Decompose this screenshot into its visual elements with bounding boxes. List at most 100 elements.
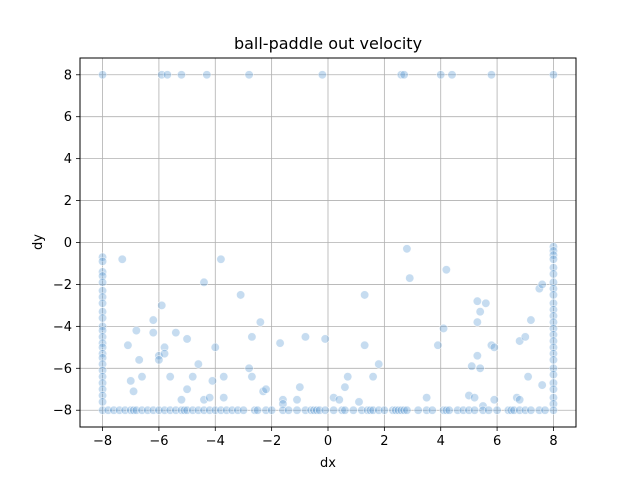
data-point — [548, 370, 558, 380]
data-point — [433, 340, 443, 350]
data-point — [526, 315, 536, 325]
data-point — [548, 384, 558, 394]
data-point — [98, 372, 108, 382]
data-point — [129, 386, 139, 396]
grid-lines — [80, 58, 576, 427]
data-points — [98, 70, 558, 415]
data-point — [360, 290, 370, 300]
data-point — [98, 277, 108, 287]
data-point — [278, 399, 288, 409]
data-point — [475, 363, 485, 373]
data-point — [171, 328, 181, 338]
data-point — [162, 70, 172, 80]
y-axis-ticks: −8 −6 −4 −2 0 2 4 6 8 — [53, 68, 80, 419]
y-tick-label: 6 — [64, 110, 72, 125]
data-point — [489, 395, 499, 405]
data-point — [123, 340, 133, 350]
y-tick-label: −6 — [53, 362, 72, 377]
data-point — [354, 397, 364, 407]
data-point — [117, 254, 127, 264]
data-point — [515, 395, 525, 405]
data-point — [165, 372, 175, 382]
data-point — [548, 254, 558, 264]
x-tick-label: 6 — [493, 434, 501, 449]
data-point — [295, 382, 305, 392]
data-point — [379, 405, 389, 415]
data-point — [253, 405, 263, 415]
data-point — [537, 279, 547, 289]
data-point — [255, 317, 265, 327]
data-point — [292, 405, 302, 415]
data-point — [182, 334, 192, 344]
data-point — [348, 405, 358, 415]
data-point — [548, 311, 558, 321]
data-point — [548, 349, 558, 359]
y-tick-label: 8 — [64, 68, 72, 83]
data-point — [182, 384, 192, 394]
data-point — [444, 405, 454, 415]
data-point — [374, 359, 384, 369]
data-point — [548, 277, 558, 287]
data-point — [472, 317, 482, 327]
data-point — [98, 307, 108, 317]
data-point — [137, 372, 147, 382]
data-point — [98, 286, 108, 296]
data-point — [422, 393, 432, 403]
data-point — [368, 372, 378, 382]
data-point — [472, 351, 482, 361]
data-point — [219, 372, 229, 382]
data-point — [470, 393, 480, 403]
data-point — [475, 307, 485, 317]
data-point — [470, 405, 480, 415]
data-point — [247, 332, 257, 342]
y-axis-label: dy — [31, 234, 46, 250]
data-point — [548, 298, 558, 308]
data-point — [548, 393, 558, 403]
data-point — [98, 378, 108, 388]
data-point — [329, 405, 339, 415]
data-point — [148, 315, 158, 325]
x-tick-label: 4 — [437, 434, 445, 449]
data-point — [399, 405, 409, 415]
data-point — [98, 298, 108, 308]
data-point — [447, 70, 457, 80]
data-point — [340, 382, 350, 392]
y-tick-label: −8 — [53, 404, 72, 419]
data-point — [548, 405, 558, 415]
data-point — [337, 405, 347, 415]
data-point — [405, 273, 415, 283]
data-point — [320, 405, 330, 415]
data-point — [238, 405, 248, 415]
data-point — [244, 70, 254, 80]
data-point — [176, 395, 186, 405]
data-point — [537, 380, 547, 390]
data-point — [441, 265, 451, 275]
data-point — [98, 326, 108, 336]
data-point — [193, 359, 203, 369]
data-point — [548, 378, 558, 388]
x-axis-ticks: −8 −6 −4 −2 0 2 4 6 8 — [93, 427, 558, 449]
data-point — [216, 254, 226, 264]
data-point — [481, 298, 491, 308]
data-point — [205, 393, 215, 403]
data-point — [160, 349, 170, 359]
data-point — [247, 372, 257, 382]
data-point — [98, 342, 108, 352]
data-point — [98, 397, 108, 407]
y-tick-label: 4 — [64, 152, 72, 167]
x-tick-label: 0 — [324, 434, 332, 449]
data-point — [317, 70, 327, 80]
data-point — [244, 363, 254, 373]
data-point — [98, 70, 108, 80]
data-point — [360, 340, 370, 350]
data-point — [210, 342, 220, 352]
data-point — [329, 393, 339, 403]
data-point — [98, 313, 108, 323]
data-point — [399, 70, 409, 80]
data-point — [540, 405, 550, 415]
data-point — [548, 305, 558, 315]
data-point — [250, 405, 260, 415]
data-point — [148, 328, 158, 338]
data-point — [526, 405, 536, 415]
data-point — [472, 296, 482, 306]
